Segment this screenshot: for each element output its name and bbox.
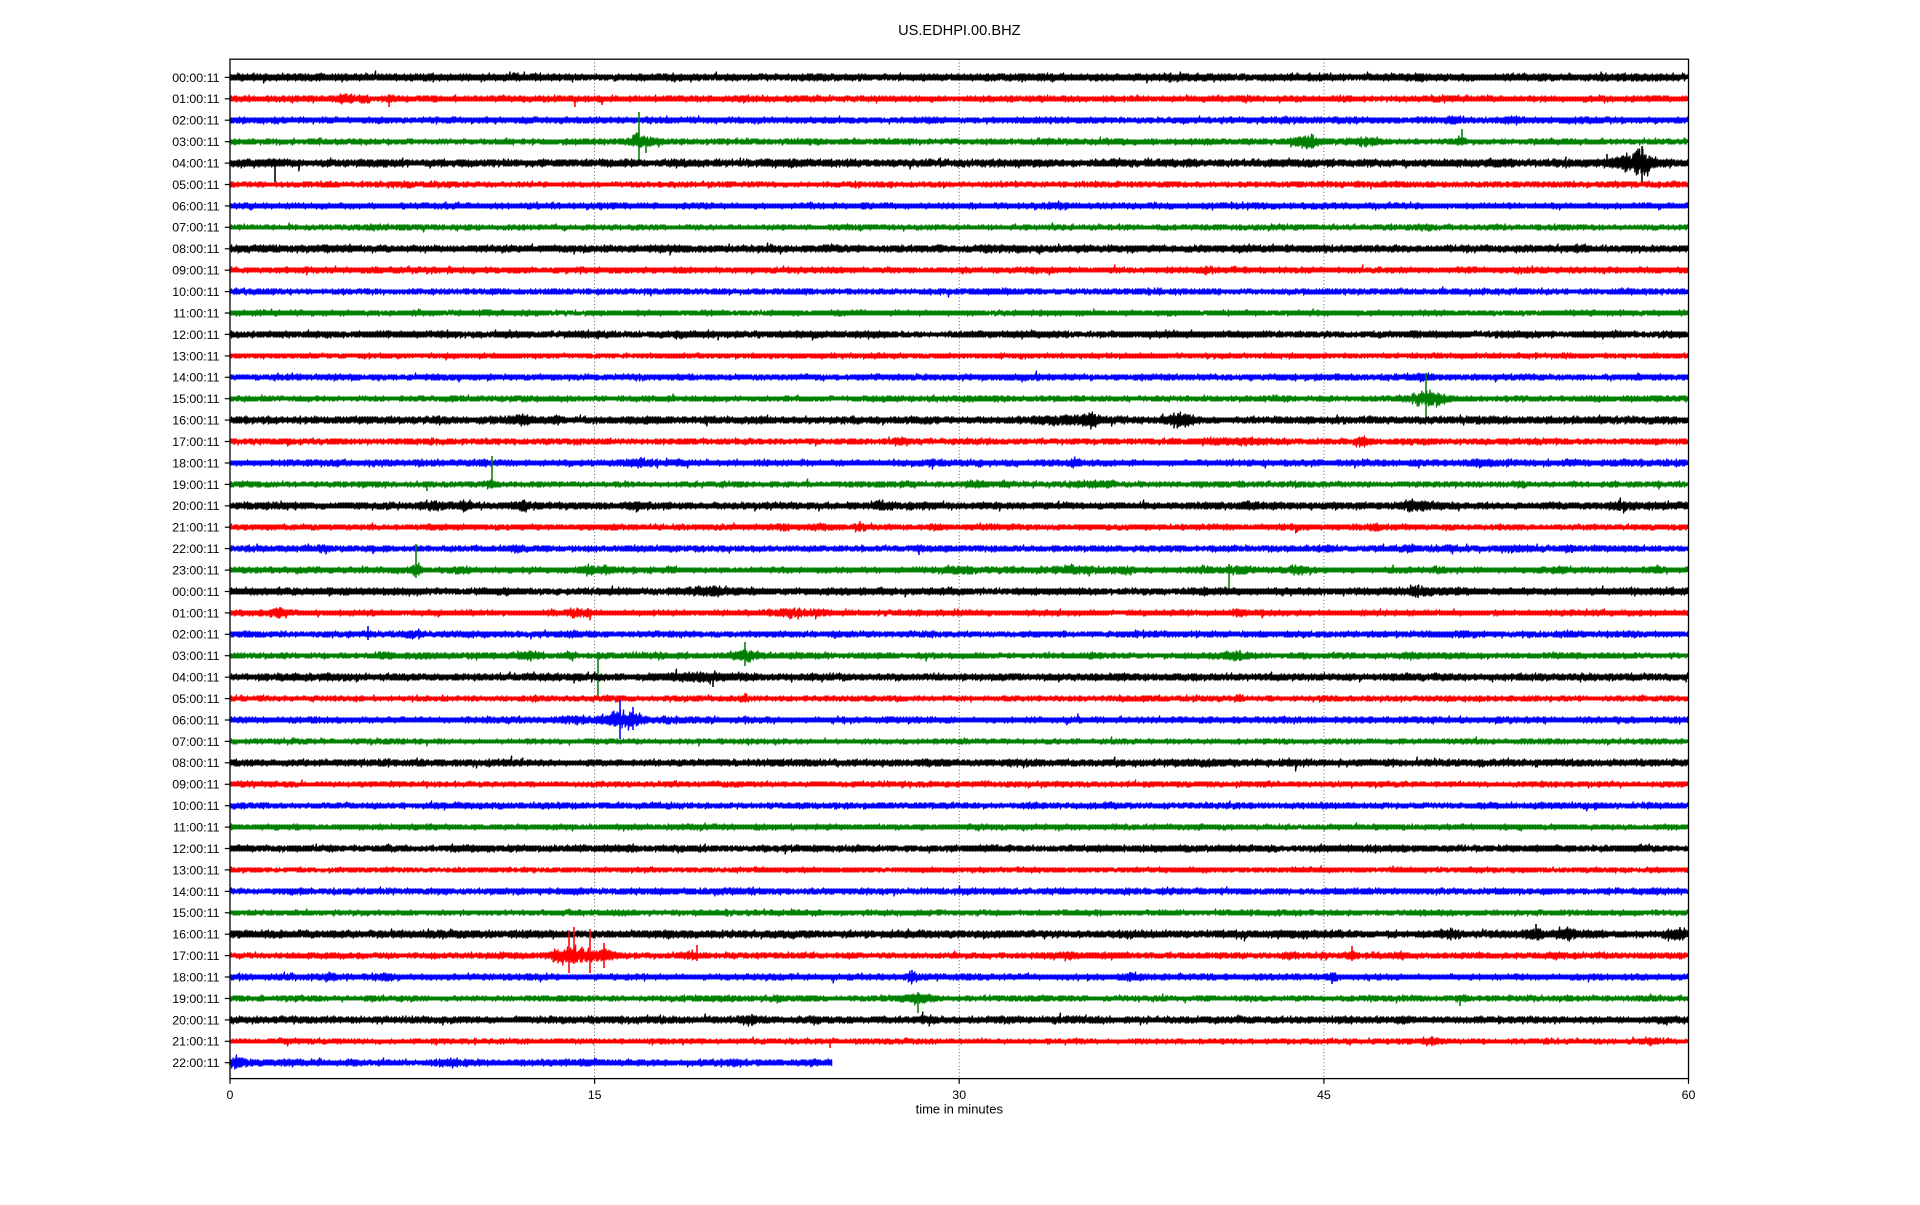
svg-text:12:00:11: 12:00:11 xyxy=(172,328,219,342)
svg-text:21:00:11: 21:00:11 xyxy=(172,1035,219,1049)
svg-text:00:00:11: 00:00:11 xyxy=(172,585,219,599)
svg-text:60: 60 xyxy=(1682,1088,1696,1102)
svg-text:09:00:11: 09:00:11 xyxy=(172,264,219,278)
svg-text:06:00:11: 06:00:11 xyxy=(172,713,219,727)
svg-text:16:00:11: 16:00:11 xyxy=(172,928,219,942)
svg-text:05:00:11: 05:00:11 xyxy=(172,692,219,706)
svg-text:09:00:11: 09:00:11 xyxy=(172,778,219,792)
svg-text:23:00:11: 23:00:11 xyxy=(172,564,219,578)
svg-text:time in minutes: time in minutes xyxy=(916,1102,1004,1117)
svg-text:08:00:11: 08:00:11 xyxy=(172,756,219,770)
svg-text:13:00:11: 13:00:11 xyxy=(172,349,219,363)
svg-text:03:00:11: 03:00:11 xyxy=(172,649,219,663)
svg-text:15:00:11: 15:00:11 xyxy=(172,906,219,920)
svg-text:12:00:11: 12:00:11 xyxy=(172,842,219,856)
svg-text:22:00:11: 22:00:11 xyxy=(172,542,219,556)
svg-text:US.EDHPI.00.BHZ: US.EDHPI.00.BHZ xyxy=(898,23,1021,39)
svg-text:03:00:11: 03:00:11 xyxy=(172,135,219,149)
svg-text:05:00:11: 05:00:11 xyxy=(172,178,219,192)
svg-text:10:00:11: 10:00:11 xyxy=(172,285,219,299)
svg-text:06:00:11: 06:00:11 xyxy=(172,199,219,213)
svg-text:07:00:11: 07:00:11 xyxy=(172,221,219,235)
svg-text:18:00:11: 18:00:11 xyxy=(172,456,219,470)
svg-text:13:00:11: 13:00:11 xyxy=(172,863,219,877)
svg-text:02:00:11: 02:00:11 xyxy=(172,628,219,642)
svg-text:15:00:11: 15:00:11 xyxy=(172,392,219,406)
svg-text:01:00:11: 01:00:11 xyxy=(172,606,219,620)
svg-text:45: 45 xyxy=(1317,1088,1331,1102)
svg-text:18:00:11: 18:00:11 xyxy=(172,970,219,984)
svg-text:22:00:11: 22:00:11 xyxy=(172,1056,219,1070)
svg-text:04:00:11: 04:00:11 xyxy=(172,671,219,685)
svg-text:19:00:11: 19:00:11 xyxy=(172,478,219,492)
svg-text:07:00:11: 07:00:11 xyxy=(172,735,219,749)
svg-text:04:00:11: 04:00:11 xyxy=(172,157,219,171)
svg-text:08:00:11: 08:00:11 xyxy=(172,242,219,256)
svg-text:02:00:11: 02:00:11 xyxy=(172,114,219,128)
svg-text:16:00:11: 16:00:11 xyxy=(172,414,219,428)
svg-text:00:00:11: 00:00:11 xyxy=(172,71,219,85)
svg-text:10:00:11: 10:00:11 xyxy=(172,799,219,813)
svg-text:19:00:11: 19:00:11 xyxy=(172,992,219,1006)
svg-text:14:00:11: 14:00:11 xyxy=(172,371,219,385)
svg-text:14:00:11: 14:00:11 xyxy=(172,885,219,899)
svg-text:17:00:11: 17:00:11 xyxy=(172,435,219,449)
svg-text:21:00:11: 21:00:11 xyxy=(172,521,219,535)
svg-text:0: 0 xyxy=(227,1088,234,1102)
svg-text:20:00:11: 20:00:11 xyxy=(172,1013,219,1027)
svg-text:11:00:11: 11:00:11 xyxy=(173,821,219,835)
svg-text:01:00:11: 01:00:11 xyxy=(172,92,219,106)
svg-text:17:00:11: 17:00:11 xyxy=(172,949,219,963)
svg-text:30: 30 xyxy=(952,1088,966,1102)
svg-text:15: 15 xyxy=(588,1088,602,1102)
svg-text:20:00:11: 20:00:11 xyxy=(172,499,219,513)
svg-text:11:00:11: 11:00:11 xyxy=(173,306,219,320)
